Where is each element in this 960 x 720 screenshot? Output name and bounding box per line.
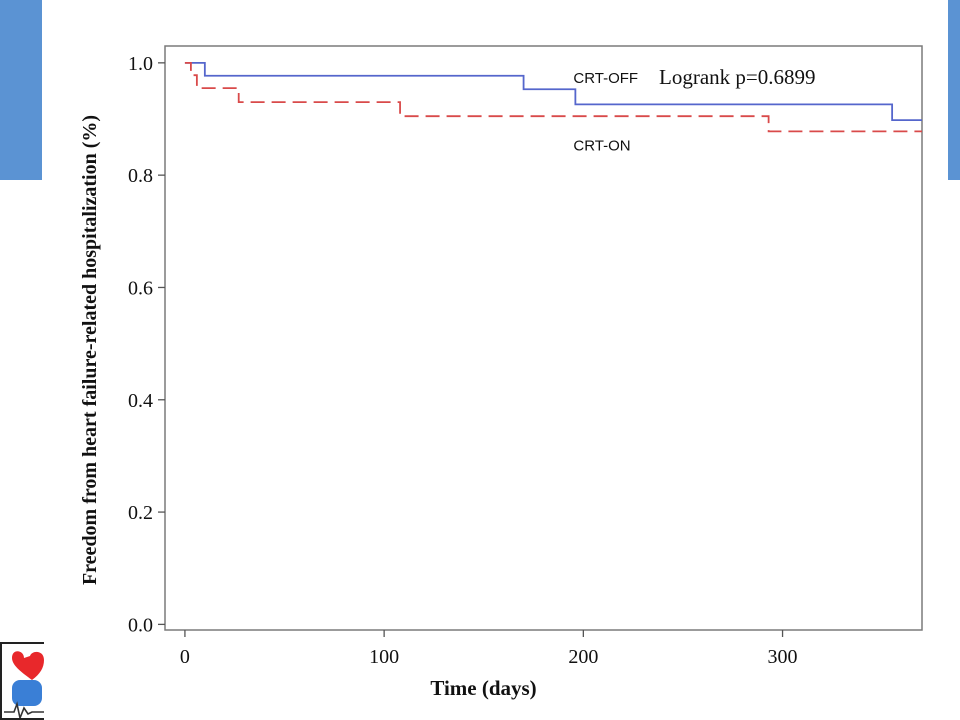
slide-accent-bar-left <box>0 0 42 180</box>
series-line-crt-on <box>184 61 922 133</box>
series-label-crt-off: CRT-OFF <box>573 70 638 87</box>
y-tick-label: 1.0 <box>128 53 153 75</box>
series-layer: CRT-OFF CRT-ON <box>184 61 922 154</box>
ecg-line-icon <box>4 701 44 718</box>
heart-blue-icon <box>12 680 42 706</box>
heart-ecg-logo-icon <box>0 642 44 720</box>
plot-area <box>164 45 923 631</box>
y-tick-label: 0.4 <box>128 390 153 412</box>
series-line-crt-off <box>184 61 922 122</box>
y-axis: 0.0 0.2 0.4 0.6 0.8 1.0 <box>128 53 165 636</box>
x-tick-label: 200 <box>568 646 598 668</box>
logrank-annotation: Logrank p=0.6899 <box>659 65 816 89</box>
series-label-crt-on: CRT-ON <box>573 137 630 154</box>
heart-red-icon <box>12 651 44 680</box>
y-tick-label: 0.2 <box>128 502 153 524</box>
y-axis-label: Freedom from heart failure-related hospi… <box>79 115 101 585</box>
x-axis: 0 100 200 300 <box>180 630 798 668</box>
y-tick-label: 0.0 <box>128 614 153 636</box>
x-tick-label: 300 <box>768 646 798 668</box>
x-tick-label: 100 <box>369 646 399 668</box>
y-tick-label: 0.8 <box>128 165 153 187</box>
x-tick-label: 0 <box>180 646 190 668</box>
x-axis-label: Time (days) <box>430 676 536 700</box>
y-tick-label: 0.6 <box>128 277 153 299</box>
slide-accent-bar-right <box>948 0 960 180</box>
